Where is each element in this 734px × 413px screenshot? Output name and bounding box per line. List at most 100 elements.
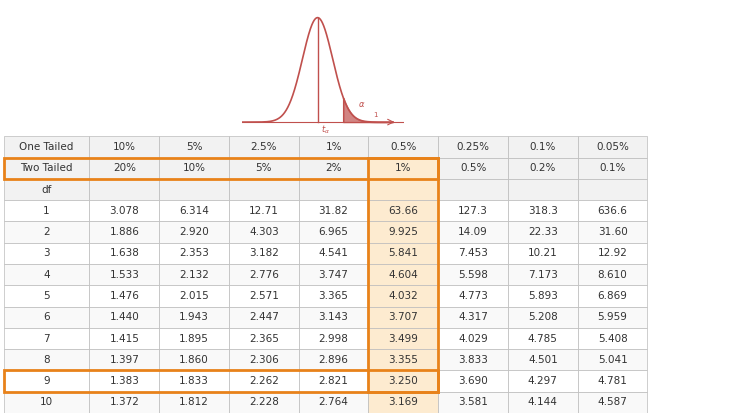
Text: 5.041: 5.041 [597,355,628,365]
Bar [438,136,508,158]
Text: 6.314: 6.314 [179,206,209,216]
Bar [299,370,368,392]
Text: 3.707: 3.707 [388,312,418,322]
Bar [4,264,90,285]
Bar [159,200,229,221]
Text: 3.690: 3.690 [458,376,488,386]
Bar [438,264,508,285]
Text: 8: 8 [43,355,50,365]
Text: 4.773: 4.773 [458,291,488,301]
Text: 4.032: 4.032 [388,291,418,301]
Text: α: α [358,100,364,109]
Text: 5.208: 5.208 [528,312,558,322]
Text: 3.250: 3.250 [388,376,418,386]
Text: 2.776: 2.776 [249,270,279,280]
Text: 1.533: 1.533 [109,270,139,280]
Bar [229,306,299,328]
Bar [368,349,438,370]
Text: 1: 1 [374,112,378,118]
Bar [438,200,508,221]
Text: 4.144: 4.144 [528,397,558,407]
Text: 9.925: 9.925 [388,227,418,237]
Bar [508,221,578,243]
Bar [229,264,299,285]
Text: 8.610: 8.610 [597,270,628,280]
Text: 0.1%: 0.1% [600,163,626,173]
Bar [299,200,368,221]
Bar [368,285,438,306]
Text: 4: 4 [43,270,50,280]
Bar [229,200,299,221]
Text: 10%: 10% [183,163,206,173]
Text: 5.841: 5.841 [388,248,418,259]
Bar [578,179,647,200]
Bar [299,306,368,328]
Text: 2.365: 2.365 [249,334,279,344]
Bar [368,200,438,221]
Text: 4.785: 4.785 [528,334,558,344]
Text: 10%: 10% [113,142,136,152]
Text: 2.132: 2.132 [179,270,209,280]
Bar [578,200,647,221]
Text: 4.781: 4.781 [597,376,628,386]
Text: 22.33: 22.33 [528,227,558,237]
Bar [229,349,299,370]
Bar [368,179,438,200]
Bar [4,158,90,179]
Bar [90,136,159,158]
Text: 0.5%: 0.5% [460,163,487,173]
Bar [90,179,159,200]
Text: 3.499: 3.499 [388,334,418,344]
Text: 31.60: 31.60 [597,227,628,237]
Text: 2.764: 2.764 [319,397,349,407]
Text: 5%: 5% [255,163,272,173]
Bar [90,243,159,264]
Bar [229,328,299,349]
Bar [4,306,90,328]
Text: 4.541: 4.541 [319,248,349,259]
Text: 5.893: 5.893 [528,291,558,301]
Text: 6.965: 6.965 [319,227,349,237]
Text: 2.262: 2.262 [249,376,279,386]
Text: 3.169: 3.169 [388,397,418,407]
Text: 5%: 5% [186,142,203,152]
Bar [229,243,299,264]
Bar [229,392,299,413]
Bar [578,158,647,179]
Bar [90,200,159,221]
Text: 12.92: 12.92 [597,248,628,259]
Bar [159,285,229,306]
Text: 1.372: 1.372 [109,397,139,407]
Text: 4.317: 4.317 [458,312,488,322]
Text: 4.501: 4.501 [528,355,558,365]
Bar [299,179,368,200]
Bar [508,264,578,285]
Bar [4,243,90,264]
Text: 4.029: 4.029 [458,334,488,344]
Bar [438,243,508,264]
Bar [578,243,647,264]
Text: 2.015: 2.015 [179,291,209,301]
Bar [578,285,647,306]
Bar [90,158,159,179]
Text: 3.833: 3.833 [458,355,488,365]
Bar [578,264,647,285]
Bar [508,136,578,158]
Bar [368,221,438,243]
Bar [508,158,578,179]
Bar [229,136,299,158]
Text: 4.297: 4.297 [528,376,558,386]
Bar [299,264,368,285]
Bar [299,328,368,349]
Bar [508,328,578,349]
Text: 636.6: 636.6 [597,206,628,216]
Text: 2.821: 2.821 [319,376,349,386]
Text: 2.228: 2.228 [249,397,279,407]
Bar [229,158,299,179]
Bar [90,221,159,243]
Bar [159,328,229,349]
Bar [438,179,508,200]
Bar [90,349,159,370]
Text: 9: 9 [43,376,50,386]
Text: 1.895: 1.895 [179,334,209,344]
